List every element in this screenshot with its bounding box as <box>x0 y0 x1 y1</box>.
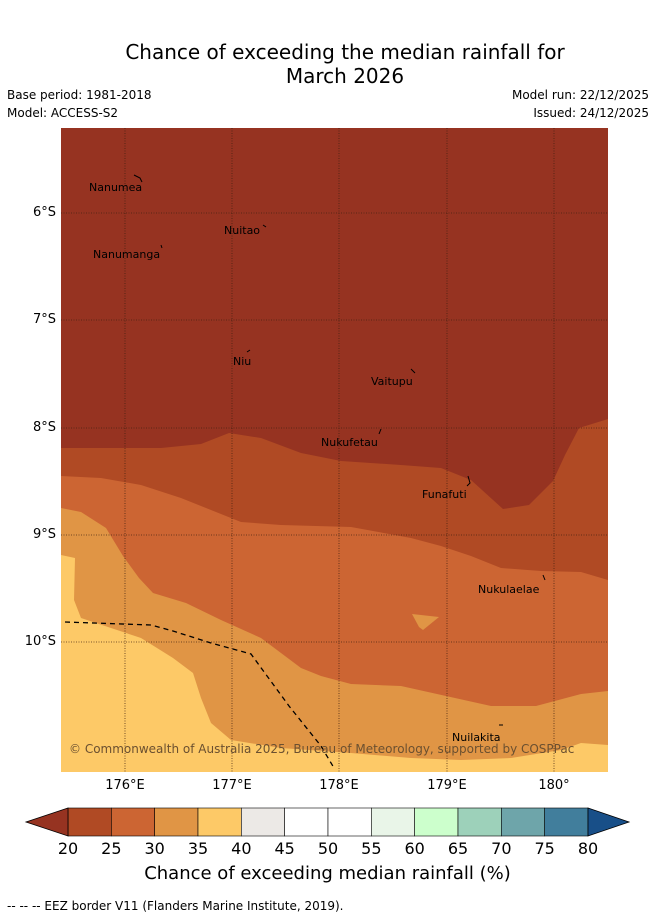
colorbar-tick-label: 45 <box>274 839 295 858</box>
colorbar-cell <box>67 807 112 837</box>
colorbar-tick-label: 30 <box>144 839 165 858</box>
place-nukufetau: Nukufetau <box>321 436 378 449</box>
lat-label-7s: 7°S <box>32 312 56 327</box>
region-35-40 <box>61 555 608 772</box>
island-nukulaelae <box>542 574 546 581</box>
colorbar-cell <box>457 807 502 837</box>
island-nuitao <box>262 224 267 228</box>
colorbar-cell <box>284 807 329 837</box>
place-vaitupu: Vaitupu <box>371 375 413 388</box>
island-outlines <box>133 174 546 726</box>
copyright-notice: © Commonwealth of Australia 2025, Bureau… <box>69 742 575 756</box>
eez-border <box>64 621 335 769</box>
colorbar-cell <box>501 807 545 837</box>
place-nuitao: Nuitao <box>224 224 261 237</box>
colorbar-cell <box>371 807 415 837</box>
lon-label-180: 180° <box>538 778 570 793</box>
place-nanumea: Nanumea <box>89 181 143 194</box>
colorbar-tick-label: 70 <box>491 839 512 858</box>
lat-label-6s: 6°S <box>32 205 56 220</box>
colorbar-cell <box>197 807 242 837</box>
eez-legend: -- -- -- EEZ border V11 (Flanders Marine… <box>7 899 344 913</box>
colorbar-cell <box>111 807 155 837</box>
place-nuilakita: Nuilakita <box>452 731 501 744</box>
model-name: Model: ACCESS-S2 <box>7 106 119 120</box>
colorbar-tick-label: 25 <box>101 839 122 858</box>
place-nanumanga: Nanumanga <box>93 248 161 261</box>
colorbar-tick-label: 50 <box>317 839 339 858</box>
island-funafuti <box>466 475 471 487</box>
lon-label-176e: 176°E <box>105 778 145 793</box>
colorbar-tick-label: 75 <box>534 839 555 858</box>
map-canvas <box>61 128 608 772</box>
colorbar <box>24 807 631 837</box>
lat-label-10s: 10°S <box>24 634 56 649</box>
island-nanumea <box>133 174 143 183</box>
lat-label-9s: 9°S <box>32 527 56 542</box>
place-funafuti: Funafuti <box>422 488 467 501</box>
colorbar-over-arrow <box>587 807 631 837</box>
colorbar-cells <box>67 807 589 837</box>
colorbar-tick-label: 20 <box>57 839 79 858</box>
lon-label-178e: 178°E <box>319 778 359 793</box>
place-nukulaelae: Nukulaelae <box>478 583 540 596</box>
rainfall-map <box>61 128 608 772</box>
island-vaitupu <box>410 368 416 374</box>
lat-label-8s: 8°S <box>32 420 56 435</box>
colorbar-tick-label: 55 <box>361 839 382 858</box>
place-niu: Niu <box>233 355 252 368</box>
colorbar-cell <box>241 807 285 837</box>
colorbar-tick-label: 80 <box>577 839 599 858</box>
colorbar-under-arrow <box>24 807 69 837</box>
colorbar-tick-label: 65 <box>447 839 469 858</box>
lon-label-179e: 179°E <box>427 778 467 793</box>
title-line-2: March 2026 <box>285 64 405 88</box>
colorbar-cell <box>544 807 589 837</box>
colorbar-tick-label: 35 <box>187 839 209 858</box>
colorbar-cell <box>327 807 372 837</box>
island-nukufetau <box>378 428 382 435</box>
colorbar-cell <box>154 807 199 837</box>
island-niu <box>246 349 251 353</box>
issued-date: Issued: 24/12/2025 <box>533 106 649 120</box>
colorbar-tick-label: 40 <box>231 839 252 858</box>
colorbar-label: Chance of exceeding median rainfall (%) <box>144 863 511 884</box>
region-30-35-patch <box>412 614 439 630</box>
graticule <box>61 128 608 772</box>
model-run: Model run: 22/12/2025 <box>511 88 649 102</box>
title-line-1: Chance of exceeding the median rainfall … <box>125 40 565 64</box>
island-nanumanga <box>160 244 163 249</box>
chart-title: Chance of exceeding the median rainfall … <box>0 40 655 88</box>
base-period: Base period: 1981-2018 <box>7 88 152 102</box>
colorbar-cell <box>414 807 459 837</box>
lon-label-177e: 177°E <box>212 778 252 793</box>
colorbar-tick-label: 60 <box>404 839 425 858</box>
